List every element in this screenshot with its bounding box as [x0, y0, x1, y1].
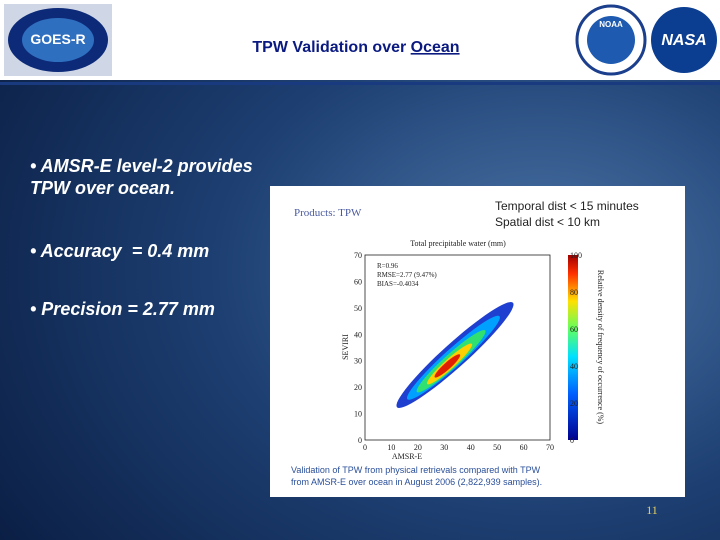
y-tick-label: 40	[354, 330, 362, 339]
stat: RMSE=2.77 (9.47%)	[377, 271, 437, 279]
y-tick-label: 60	[354, 277, 362, 286]
stat: BIAS=-0.4034	[377, 280, 419, 288]
figure: Products: TPW Temporal dist < 15 minutes…	[270, 186, 685, 497]
nasa-logo: NASA	[651, 7, 717, 73]
noaa-logo: NOAA	[575, 4, 647, 76]
goes-logo: GOES-R	[4, 4, 112, 76]
caption: Validation of TPW from physical retrieva…	[291, 465, 541, 475]
plot-title: Total precipitable water (mm)	[410, 239, 506, 248]
y-tick-label: 0	[358, 436, 362, 445]
x-tick-label: 70	[546, 443, 554, 452]
bullet: • Precision = 2.77 mm	[30, 299, 215, 319]
colorbar-tick-label: 80	[570, 288, 578, 297]
slide-title: TPW Validation over Ocean	[252, 39, 459, 56]
x-tick-label: 30	[440, 443, 448, 452]
y-axis-label: SEVIRI	[341, 334, 350, 360]
x-tick-label: 60	[520, 443, 528, 452]
bullet: • AMSR-E level-2 provides	[30, 156, 253, 176]
header-rule	[0, 82, 720, 85]
y-tick-label: 70	[354, 251, 362, 260]
note: Spatial dist < 10 km	[495, 215, 600, 229]
colorbar-tick-label: 0	[570, 436, 574, 445]
x-tick-label: 0	[363, 443, 367, 452]
x-axis-label: AMSR-E	[392, 452, 422, 461]
colorbar-tick-label: 60	[570, 325, 578, 334]
bullet: TPW over ocean.	[30, 178, 175, 198]
stat: R=0.96	[377, 262, 398, 270]
logo-text: GOES-R	[30, 31, 85, 47]
y-tick-label: 30	[354, 357, 362, 366]
colorbar	[568, 255, 578, 440]
colorbar-tick-label: 100	[570, 251, 582, 260]
x-tick-label: 50	[493, 443, 501, 452]
y-tick-label: 20	[354, 383, 362, 392]
x-tick-label: 40	[467, 443, 475, 452]
page-number: 11	[646, 503, 658, 517]
y-tick-label: 10	[354, 410, 362, 419]
x-tick-label: 10	[387, 443, 395, 452]
title-underlined: Ocean	[411, 39, 460, 56]
colorbar-tick-label: 20	[570, 399, 578, 408]
bullet: • Accuracy = 0.4 mm	[30, 241, 209, 261]
logo-text: NOAA	[599, 20, 623, 29]
y-tick-label: 50	[354, 304, 362, 313]
logo-text: NASA	[661, 32, 706, 49]
x-tick-label: 20	[414, 443, 422, 452]
colorbar-tick-label: 40	[570, 362, 578, 371]
density-cloud	[396, 302, 514, 408]
note: Temporal dist < 15 minutes	[495, 199, 639, 213]
products-label: Products: TPW	[294, 207, 362, 219]
colorbar-label: Relative density of frequency of occurre…	[596, 270, 605, 424]
caption: from AMSR-E over ocean in August 2006 (2…	[291, 477, 542, 487]
title-text: TPW Validation over	[252, 39, 410, 56]
